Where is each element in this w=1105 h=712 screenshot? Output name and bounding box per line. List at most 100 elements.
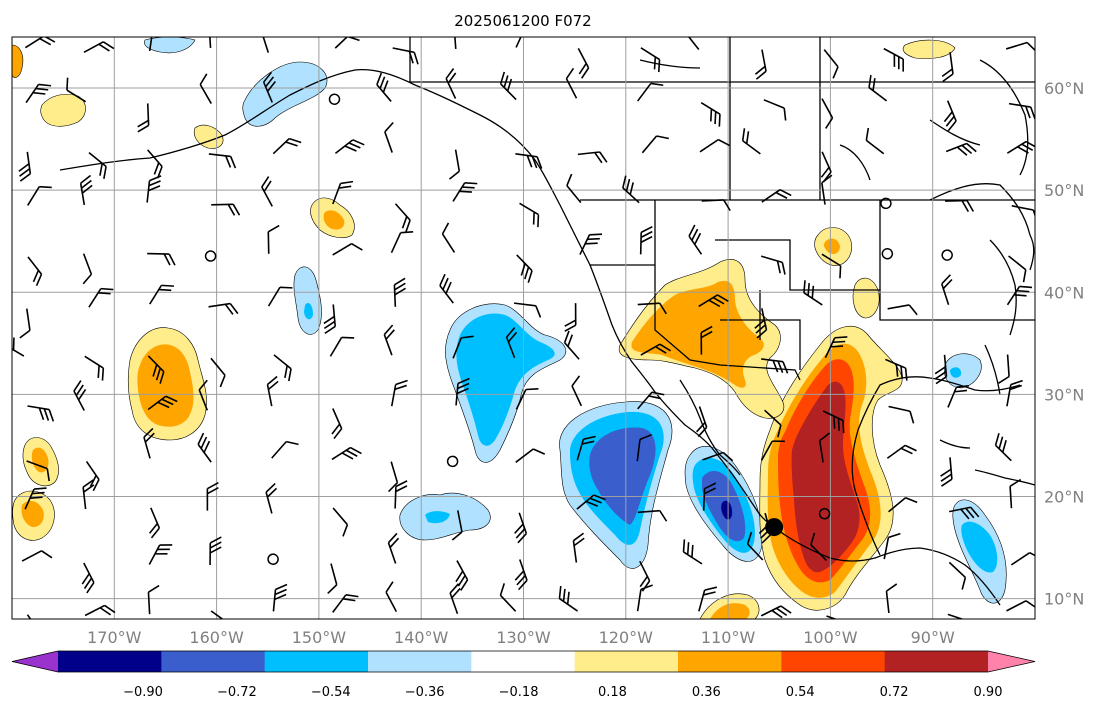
anomaly-fills: [12, 37, 1007, 619]
wind-barb: [451, 510, 463, 541]
wind-barb: [868, 75, 888, 102]
wind-barb: [446, 455, 459, 468]
colorbar-tick-label: −0.72: [217, 685, 257, 700]
wind-barb: [577, 48, 590, 79]
wind-barb: [516, 254, 533, 283]
wind-barbs: [12, 37, 1035, 619]
wind-barb: [941, 52, 954, 83]
wind-barb: [565, 67, 578, 99]
wind-barb: [267, 286, 293, 307]
anomaly-negative-gulf-inner: [950, 367, 962, 378]
anomaly-negative-southwest-mexico-min: [721, 500, 733, 520]
wind-barb: [754, 308, 768, 339]
colorbar-tick-label: −0.54: [311, 685, 351, 700]
wind-barb: [948, 561, 967, 590]
anomaly-positive-far-west-23n-inner: [31, 447, 49, 473]
wind-barb: [334, 139, 365, 154]
wind-barb: [394, 480, 408, 509]
wind-barb: [505, 327, 518, 359]
wind-barb: [149, 284, 174, 305]
lon-tick-label: 120°W: [599, 628, 654, 647]
wind-barb: [148, 37, 154, 52]
wind-barb: [564, 303, 577, 332]
wind-barb: [82, 253, 93, 285]
colorbar-segment: [884, 651, 989, 672]
wind-barb: [208, 302, 239, 315]
wind-barb: [393, 277, 406, 307]
wind-barb: [514, 512, 528, 544]
wind-barb: [79, 174, 93, 206]
colorbar-tick-label: 0.54: [786, 685, 815, 700]
wind-barb: [818, 432, 831, 463]
wind-barb: [328, 93, 341, 105]
wind-barb: [948, 506, 980, 520]
wind-barb: [210, 357, 226, 388]
longitude-tick-labels: 170°W 160°W 150°W 140°W 130°W 120°W 110°W 100°W…: [87, 628, 955, 647]
wind-barb: [741, 128, 761, 155]
wind-barb: [390, 379, 408, 407]
wind-barb: [332, 243, 363, 256]
wind-barb: [332, 594, 359, 613]
colorbar-outline: [11, 650, 1036, 673]
wind-barb: [763, 99, 787, 121]
wind-barb: [883, 532, 901, 560]
wind-barb: [515, 388, 539, 410]
wind-barb: [331, 408, 343, 440]
anomaly-positive-northern-plains-inner: [824, 238, 840, 254]
wind-barb: [267, 224, 280, 254]
anomaly-positive-north-pacific-48n-inner: [323, 210, 345, 230]
anomaly-positive-south-tip-inner: [710, 603, 750, 619]
wind-barb: [576, 494, 606, 510]
wind-barb: [701, 199, 731, 212]
colorbar-segment: [574, 651, 679, 672]
wind-barb: [147, 252, 176, 266]
wind-barb: [639, 560, 651, 592]
wind-barb: [637, 391, 665, 410]
wind-barb: [499, 71, 517, 101]
wind-barb: [641, 135, 669, 154]
lon-tick-label: 150°W: [292, 628, 347, 647]
wind-barb: [943, 100, 957, 132]
colorbar-segment: [471, 651, 576, 672]
wind-barb: [265, 482, 278, 514]
map-frame: [11, 36, 1036, 620]
wind-barb: [27, 256, 43, 287]
anomaly-negative-central-america-inner: [961, 521, 998, 573]
wind-barb: [25, 83, 52, 104]
map-area: [12, 37, 1035, 619]
anomaly-positive-aleutian: [193, 124, 224, 149]
wind-barb: [700, 101, 721, 127]
lat-tick-label: 20°N: [1044, 487, 1084, 506]
wind-barb: [448, 149, 461, 180]
wind-barb: [945, 142, 977, 156]
lon-tick-label: 130°W: [496, 628, 551, 647]
wind-barb: [688, 224, 703, 255]
wind-barb: [199, 73, 212, 104]
wind-barb: [682, 539, 703, 565]
wind-barb: [439, 273, 454, 304]
wind-barb: [885, 358, 908, 381]
wind-barb: [12, 337, 25, 357]
anomaly-negative-alaska: [242, 61, 328, 127]
wind-barb: [1008, 102, 1035, 120]
wind-barb: [84, 604, 116, 617]
wind-barb: [803, 280, 823, 306]
wind-barb: [637, 82, 664, 102]
anomaly-negative-west-pacific-inner: [425, 511, 450, 524]
wind-barb: [702, 451, 734, 462]
anomaly-positive-bering: [40, 94, 86, 127]
wind-barb: [696, 406, 708, 438]
wind-barb: [1011, 205, 1035, 223]
wind-barb: [515, 153, 543, 169]
lon-tick-label: 160°W: [189, 628, 244, 647]
wind-barb: [888, 496, 918, 513]
wind-barb: [384, 121, 394, 153]
wind-barb: [146, 175, 162, 203]
colorbar-tick-label: −0.90: [123, 685, 163, 700]
wind-barb: [1006, 379, 1023, 407]
wind-barb: [18, 151, 32, 182]
wind-barb: [210, 610, 230, 619]
wind-barb: [499, 583, 517, 612]
wind-barb: [82, 479, 95, 510]
